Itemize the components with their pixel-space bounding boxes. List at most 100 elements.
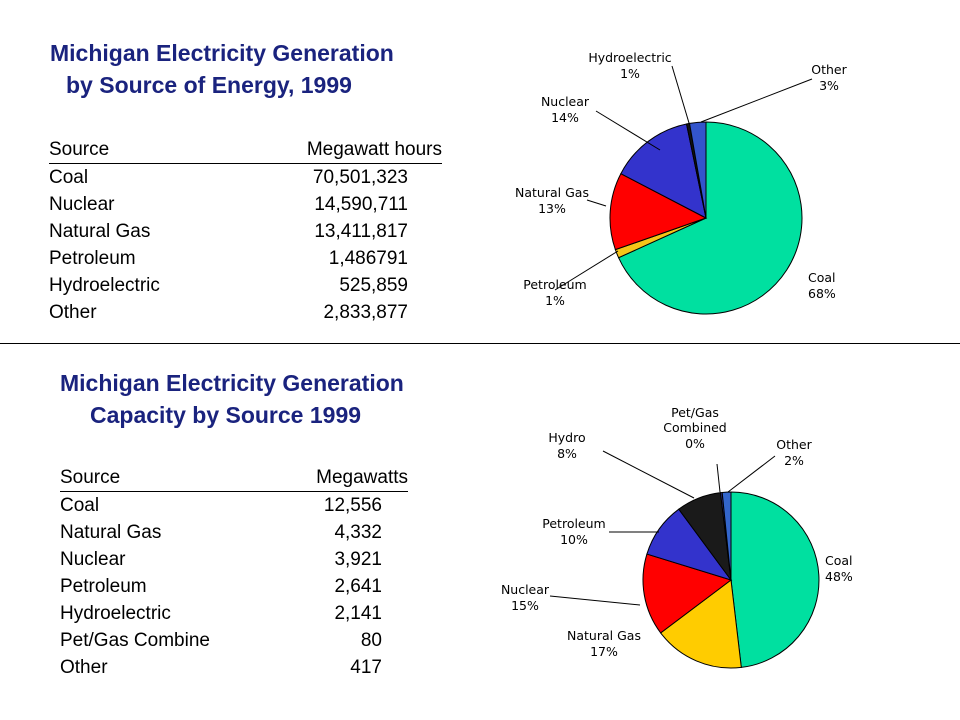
generation-col-value: Megawatt hours xyxy=(306,139,442,160)
table-cell-source: Other xyxy=(60,657,108,678)
table-cell-value: 2,833,877 xyxy=(323,302,408,323)
table-row: Natural Gas 4,332 xyxy=(60,519,408,546)
table-cell-source: Coal xyxy=(60,495,100,516)
slice-percent-natural-gas: 17% xyxy=(590,644,618,659)
leader-line-natural-gas xyxy=(586,199,607,207)
table-cell-value: 2,141 xyxy=(334,603,382,624)
slice-label-petroleum: Petroleum 10% xyxy=(542,516,605,547)
slice-percent-other: 3% xyxy=(819,78,839,93)
table-cell-value: 14,590,711 xyxy=(314,194,408,215)
table-cell-value: 70,501,323 xyxy=(312,167,408,188)
pie-slice-nuclear xyxy=(642,553,733,634)
table-cell-source: Coal xyxy=(49,167,89,188)
slice-label-coal: Coal 68% xyxy=(808,270,836,301)
slice-label-coal: Coal 48% xyxy=(825,553,853,584)
leader-line-petroleum xyxy=(554,250,619,291)
slice-label-pet-gas-combined: Pet/Gas Combined 0% xyxy=(663,405,727,451)
leader-line-other xyxy=(700,78,813,123)
table-row: Hydroelectric 2,141 xyxy=(60,600,408,627)
slice-label-other: Other 3% xyxy=(811,62,847,93)
slice-label-hydroelectric: Hydroelectric 1% xyxy=(588,50,671,81)
generation-table-header: Source Megawatt hours xyxy=(49,136,442,164)
table-cell-value: 1,486791 xyxy=(328,248,408,269)
table-row: Hydroelectric 525,859 xyxy=(49,272,442,299)
pie-slice-natural-gas xyxy=(659,579,742,669)
slice-label-petroleum: Petroleum 1% xyxy=(523,277,586,308)
leader-line-hydroelectric xyxy=(671,65,690,124)
table-cell-value: 4,332 xyxy=(334,522,382,543)
slice-label-natural-gas: Natural Gas 17% xyxy=(567,628,641,659)
table-row: Coal 12,556 xyxy=(60,492,408,519)
slice-label-hydro: Hydro 8% xyxy=(548,430,585,461)
table-cell-source: Nuclear xyxy=(60,549,126,570)
table-row: Petroleum 1,486791 xyxy=(49,245,442,272)
table-cell-value: 13,411,817 xyxy=(314,221,408,242)
slice-percent-coal: 48% xyxy=(825,569,853,584)
slice-percent-other: 2% xyxy=(784,453,804,468)
table-cell-source: Pet/Gas Combine xyxy=(60,630,210,651)
pie-slice-coal xyxy=(730,491,820,668)
table-row: Pet/Gas Combine 80 xyxy=(60,627,408,654)
leader-line-nuclear xyxy=(595,110,661,151)
capacity-title-line2: Capacity by Source 1999 xyxy=(90,402,362,428)
slice-label-nuclear: Nuclear 14% xyxy=(541,94,590,125)
table-row: Petroleum 2,641 xyxy=(60,573,408,600)
generation-col-source: Source xyxy=(49,139,110,160)
capacity-pie: Coal 48% Natural Gas 17% Nuclear 15% Petroleum… xyxy=(501,405,853,669)
slice-percent-petroleum: 1% xyxy=(545,293,565,308)
table-cell-source: Petroleum xyxy=(49,248,136,269)
leader-line-hydro xyxy=(602,450,695,499)
section-divider xyxy=(0,343,960,344)
slice-percent-coal: 68% xyxy=(808,286,836,301)
table-cell-value: 525,859 xyxy=(339,275,408,296)
generation-table: Source Megawatt hours Coal 70,501,323 Nu… xyxy=(49,136,442,326)
pie-slice-other xyxy=(721,491,732,581)
table-cell-value: 12,556 xyxy=(323,495,382,516)
capacity-table: Source Megawatts Coal 12,556 Natural Gas… xyxy=(60,464,408,681)
table-cell-value: 2,641 xyxy=(334,576,382,597)
table-row: Other 2,833,877 xyxy=(49,299,442,326)
generation-title-line2: by Source of Energy, 1999 xyxy=(66,72,352,98)
generation-title: Michigan Electricity Generation by Sourc… xyxy=(50,37,394,101)
capacity-col-value: Megawatts xyxy=(316,467,408,488)
leader-line-pet-gas-combined xyxy=(716,463,721,493)
slice-label-nuclear: Nuclear 15% xyxy=(501,582,550,613)
pie-slice-other xyxy=(688,121,707,219)
pie-slice-natural-gas xyxy=(609,173,708,251)
slice-percent-nuclear: 15% xyxy=(511,598,539,613)
slice-label-other: Other 2% xyxy=(776,437,812,468)
capacity-table-header: Source Megawatts xyxy=(60,464,408,492)
generation-pie: Coal 68% Petroleum 1% Natural Gas 13% Nuclear 1… xyxy=(515,50,848,315)
capacity-title-line1: Michigan Electricity Generation xyxy=(60,370,404,396)
table-row: Other 417 xyxy=(60,654,408,681)
slice-label-natural-gas: Natural Gas 13% xyxy=(515,185,589,216)
table-cell-source: Petroleum xyxy=(60,576,147,597)
leader-line-other xyxy=(727,455,776,493)
table-cell-source: Natural Gas xyxy=(49,221,151,242)
slice-percent-nuclear: 14% xyxy=(551,110,579,125)
table-row: Coal 70,501,323 xyxy=(49,164,442,191)
table-row: Nuclear 14,590,711 xyxy=(49,191,442,218)
slice-percent-hydroelectric: 1% xyxy=(620,66,640,81)
table-cell-source: Hydroelectric xyxy=(60,603,171,624)
table-cell-source: Other xyxy=(49,302,97,323)
slice-percent-natural-gas: 13% xyxy=(538,201,566,216)
table-row: Nuclear 3,921 xyxy=(60,546,408,573)
slice-percent-pet-gas-combined: 0% xyxy=(685,436,705,451)
capacity-col-source: Source xyxy=(60,467,121,488)
table-cell-value: 80 xyxy=(360,630,382,651)
table-cell-value: 417 xyxy=(350,657,382,678)
slice-percent-hydro: 8% xyxy=(557,446,577,461)
pie-slice-coal xyxy=(617,121,803,315)
generation-title-line1: Michigan Electricity Generation xyxy=(50,40,394,66)
slice-percent-petroleum: 10% xyxy=(560,532,588,547)
table-cell-source: Nuclear xyxy=(49,194,115,215)
pie-slice-nuclear xyxy=(620,123,707,219)
leader-line-nuclear xyxy=(549,595,641,606)
table-cell-value: 3,921 xyxy=(334,549,382,570)
table-cell-source: Hydroelectric xyxy=(49,275,160,296)
table-row: Natural Gas 13,411,817 xyxy=(49,218,442,245)
capacity-title: Michigan Electricity Generation Capacity… xyxy=(60,367,404,431)
table-cell-source: Natural Gas xyxy=(60,522,162,543)
